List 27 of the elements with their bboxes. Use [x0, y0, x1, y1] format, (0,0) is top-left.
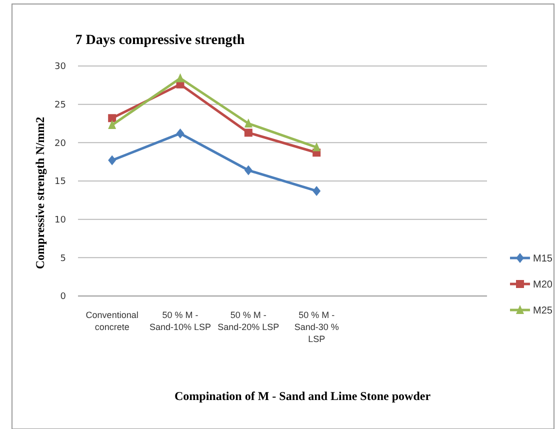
y-tick-label: 0	[60, 292, 66, 302]
y-tick-label: 30	[54, 62, 66, 72]
y-tick-label: 5	[60, 254, 66, 264]
y-tick-label: 10	[54, 215, 66, 226]
legend-label: M15	[533, 254, 553, 264]
point	[108, 155, 116, 166]
point	[244, 165, 252, 176]
y-axis-title: Compressive strength N/mm2	[33, 116, 47, 270]
point	[244, 118, 252, 128]
x-tick-label: 50 % M - Sand-10% LSP	[149, 310, 212, 332]
x-tick-label: 50 % M - Sand-20% LSP	[218, 310, 280, 332]
y-tick-label: 20	[54, 138, 66, 149]
point	[176, 73, 184, 82]
point	[312, 142, 321, 152]
point	[244, 128, 252, 137]
x-tick-label: 50 % M - Sand-30 % LSP	[294, 310, 339, 344]
chart-title: 7 Days compressive strength	[75, 33, 245, 48]
point	[108, 120, 116, 130]
point	[312, 186, 321, 196]
legend-label: M25	[533, 306, 553, 316]
legend-label: M20	[533, 280, 553, 290]
x-tick-label: Conventional concrete	[86, 310, 138, 332]
point	[176, 128, 184, 138]
y-tick-label: 15	[54, 177, 66, 188]
point	[108, 114, 116, 122]
y-tick-label: 25	[54, 100, 66, 110]
x-axis-title: Compination of M - Sand and Lime Stone powder	[174, 389, 432, 403]
